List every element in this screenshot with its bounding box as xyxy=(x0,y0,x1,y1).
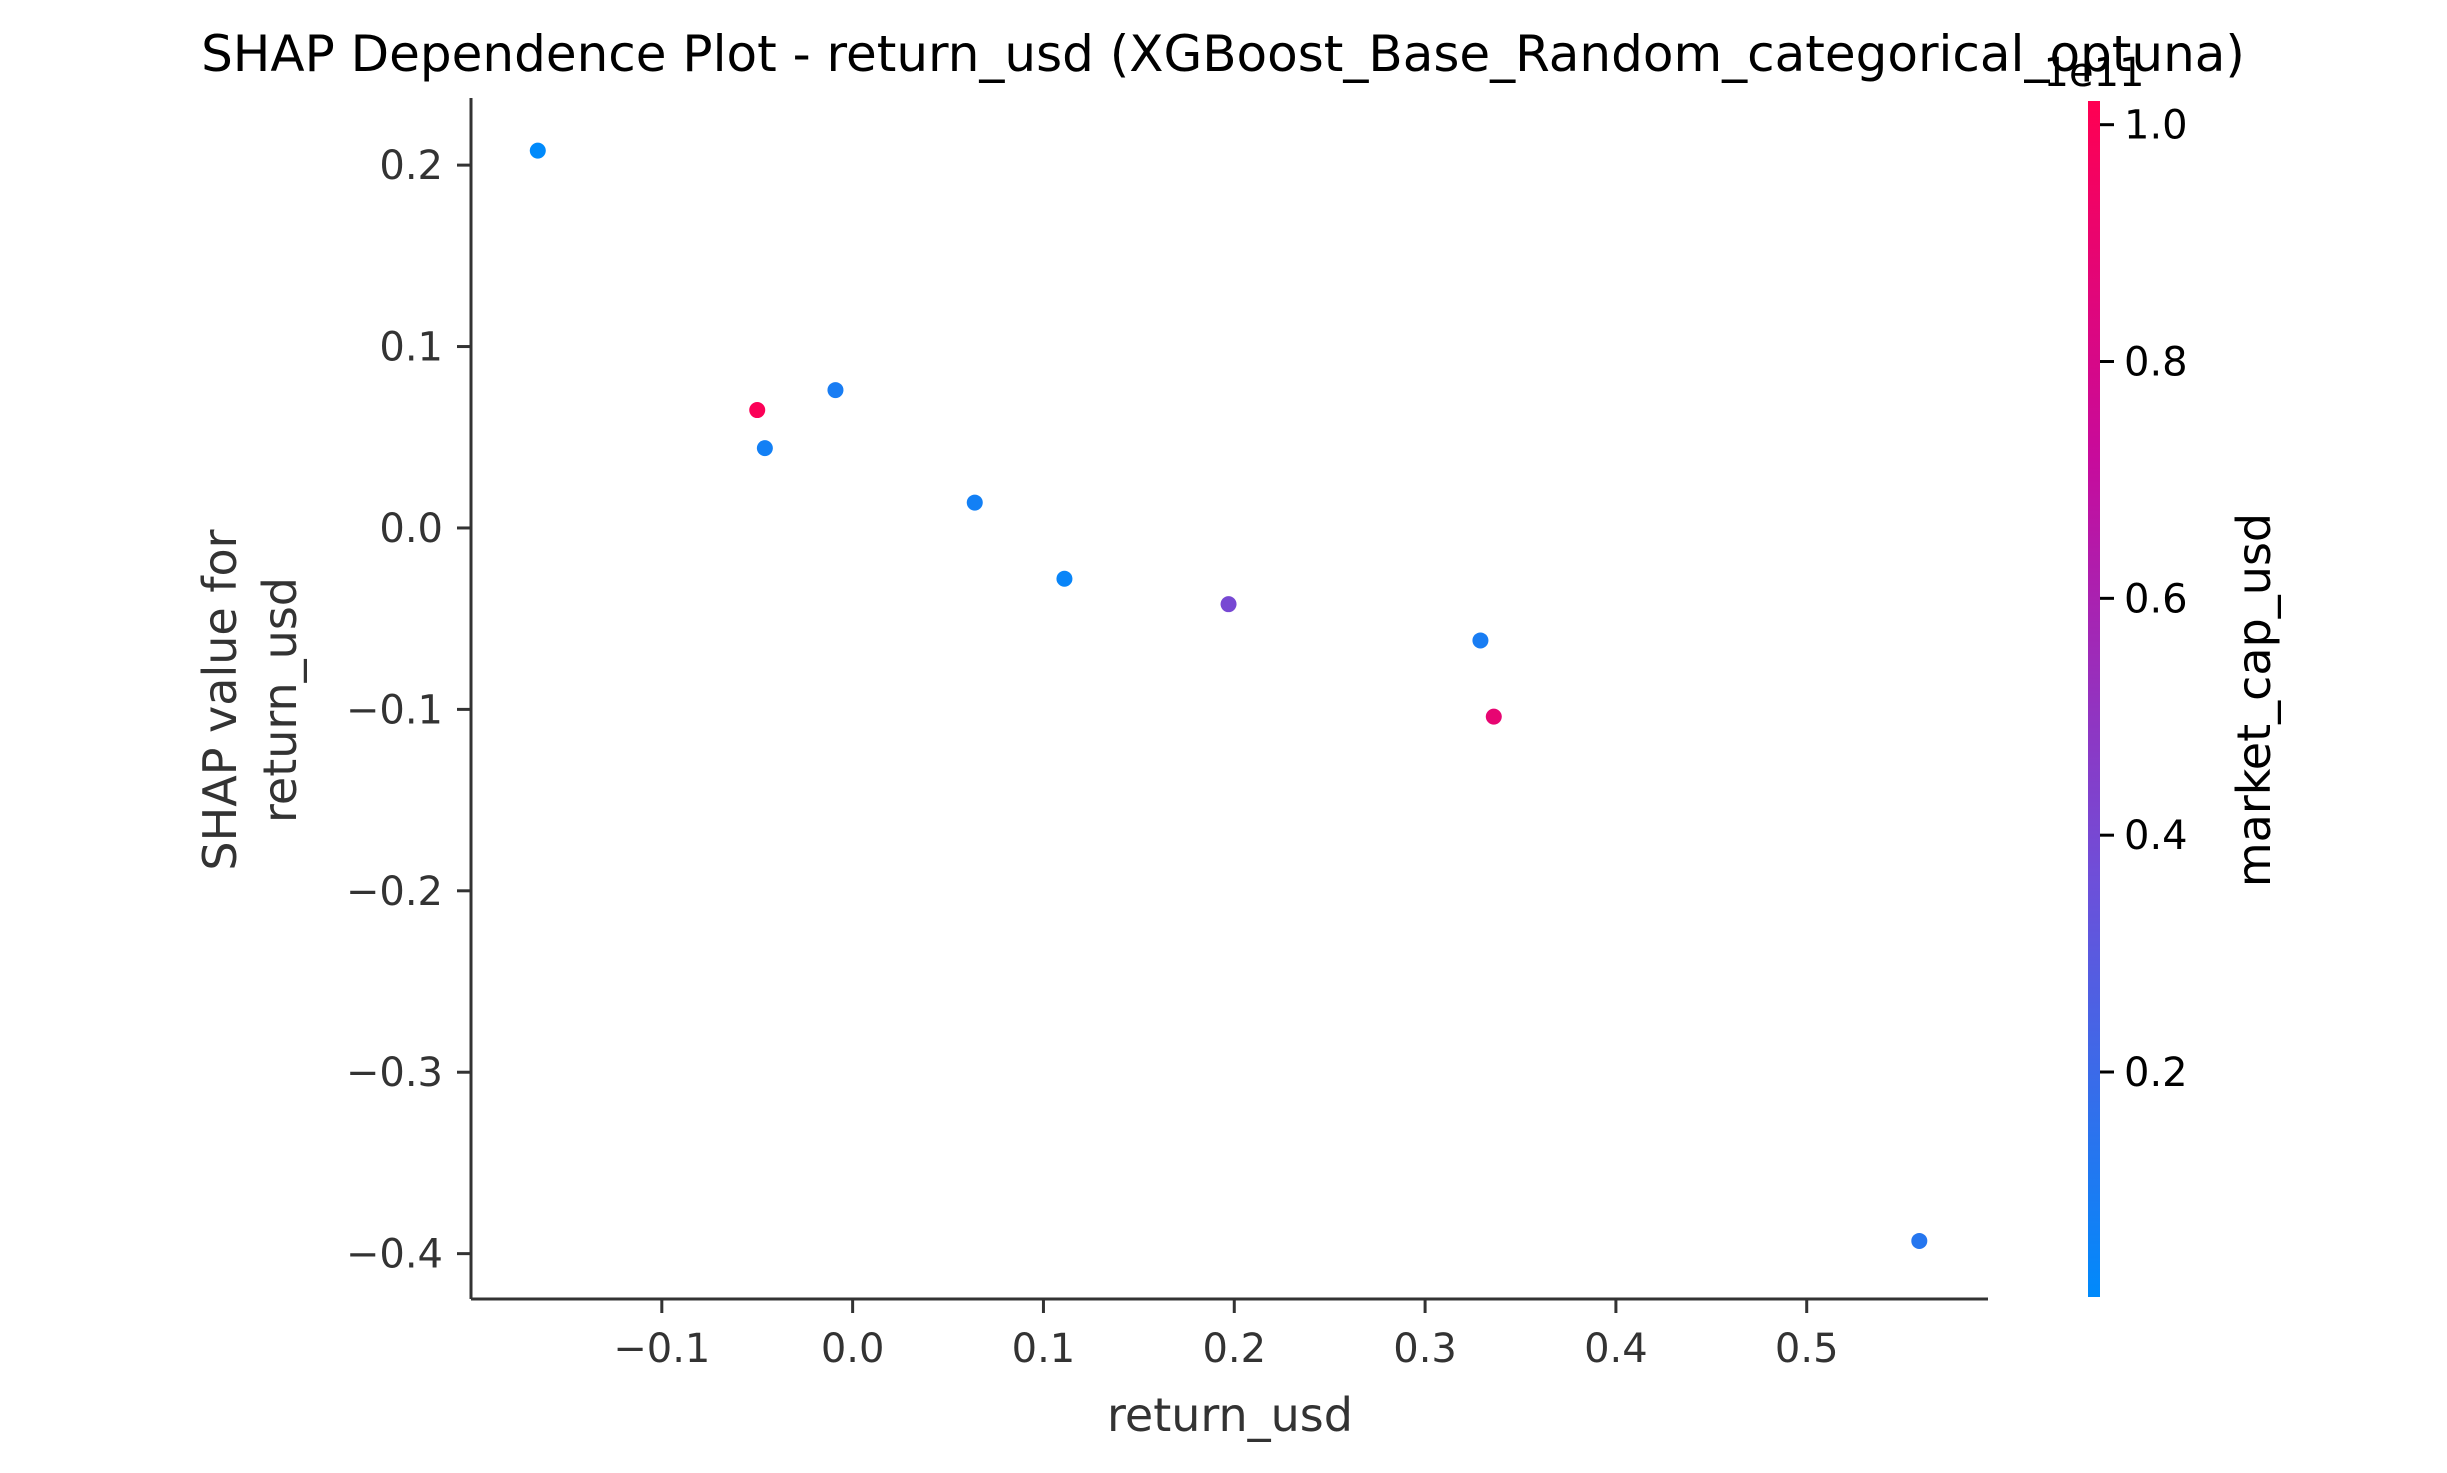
y-tick-label: −0.2 xyxy=(346,869,443,915)
x-tick-label: 0.2 xyxy=(1202,1326,1266,1372)
colorbar: 0.2 0.4 0.6 0.8 1.0 1e11 market_cap_usd xyxy=(2044,50,2281,1297)
colorbar-tick-label: 0.8 xyxy=(2124,340,2188,386)
scatter-point xyxy=(1220,596,1237,613)
scatter-point xyxy=(827,382,844,399)
y-tick-label: −0.3 xyxy=(346,1050,443,1096)
y-tick-label: 0.0 xyxy=(379,506,443,552)
colorbar-tick-label: 0.6 xyxy=(2124,576,2188,622)
scatter-point xyxy=(1911,1232,1928,1249)
x-axis-label: return_usd xyxy=(1107,1388,1353,1442)
scatter-point xyxy=(1485,708,1502,725)
x-tick-label: 0.5 xyxy=(1775,1326,1839,1372)
colorbar-label: market_cap_usd xyxy=(2227,513,2281,887)
colorbar-ticks: 0.2 0.4 0.6 0.8 1.0 xyxy=(2100,103,2188,1096)
y-tick-label: −0.1 xyxy=(346,687,443,733)
x-tick-label: 0.0 xyxy=(821,1326,885,1372)
x-tick-label: 0.4 xyxy=(1584,1326,1648,1372)
colorbar-gradient xyxy=(2088,101,2100,1297)
chart-title: SHAP Dependence Plot - return_usd (XGBoo… xyxy=(201,25,2245,83)
x-tick-label: −0.1 xyxy=(613,1326,710,1372)
scatter-point xyxy=(1056,570,1073,587)
scatter-point xyxy=(749,402,766,419)
colorbar-offset-label: 1e11 xyxy=(2044,50,2145,96)
scatter-point xyxy=(1472,632,1489,649)
y-axis-label-line-2: return_usd xyxy=(253,577,307,823)
colorbar-tick-label: 1.0 xyxy=(2124,103,2188,149)
scatter-point xyxy=(756,440,773,457)
colorbar-tick-label: 0.2 xyxy=(2124,1050,2188,1096)
scatter-point xyxy=(529,142,546,159)
y-axis-label-line-1: SHAP value for xyxy=(193,529,247,870)
axes xyxy=(469,98,1988,1301)
x-tick-label: 0.1 xyxy=(1012,1326,1076,1372)
scatter-points xyxy=(529,142,1928,1249)
x-ticks: −0.1 0.0 0.1 0.2 0.3 0.4 0.5 xyxy=(613,1299,1839,1372)
scatter-point xyxy=(966,494,983,511)
y-tick-label: 0.2 xyxy=(379,143,443,189)
y-ticks: 0.2 0.1 0.0 −0.1 −0.2 −0.3 −0.4 xyxy=(346,143,471,1278)
x-tick-label: 0.3 xyxy=(1393,1326,1457,1372)
colorbar-tick-label: 0.4 xyxy=(2124,813,2188,859)
y-tick-label: −0.4 xyxy=(346,1232,443,1278)
y-tick-label: 0.1 xyxy=(379,325,443,371)
